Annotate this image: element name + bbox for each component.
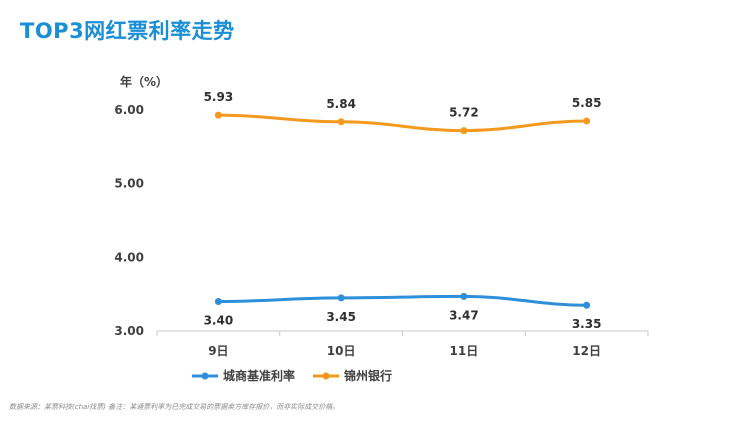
x-tick-label: 9日: [208, 344, 228, 358]
legend-label: 城商基准利率: [223, 368, 295, 383]
series-line: [218, 113, 587, 133]
legend-marker: [322, 372, 330, 380]
y-tick-label: 3.00: [114, 324, 144, 338]
x-tick-label: 11日: [450, 344, 479, 358]
data-point: [214, 298, 222, 306]
data-point: [214, 111, 222, 119]
data-point: [583, 117, 591, 125]
page-title: TOP3网红票利率走势: [20, 19, 235, 43]
data-label: 3.45: [326, 310, 356, 324]
x-tick-label: 12日: [572, 344, 601, 358]
data-label: 3.35: [572, 317, 602, 331]
data-label: 5.85: [572, 96, 602, 110]
source-note: 数据来源：某票科技(chai找票) 备注：某通票利率为已完成交易的票据卖方库存报…: [9, 403, 340, 411]
data-point: [583, 301, 591, 309]
data-label: 5.72: [449, 106, 479, 120]
series-line: [218, 294, 587, 307]
y-axis-label: 年（%）: [120, 74, 168, 89]
y-tick-label: 5.00: [114, 177, 144, 191]
data-label: 3.40: [204, 314, 234, 328]
data-point: [460, 127, 468, 135]
data-point: [337, 118, 345, 126]
data-label: 5.93: [204, 90, 234, 104]
legend-marker: [201, 372, 209, 380]
data-label: 5.84: [326, 97, 356, 111]
data-point: [460, 292, 468, 300]
data-label: 3.47: [449, 308, 479, 322]
y-tick-label: 6.00: [114, 103, 144, 117]
legend-label: 锦州银行: [344, 368, 392, 383]
y-tick-label: 4.00: [114, 250, 144, 264]
x-tick-label: 10日: [327, 344, 356, 358]
data-point: [337, 294, 345, 302]
